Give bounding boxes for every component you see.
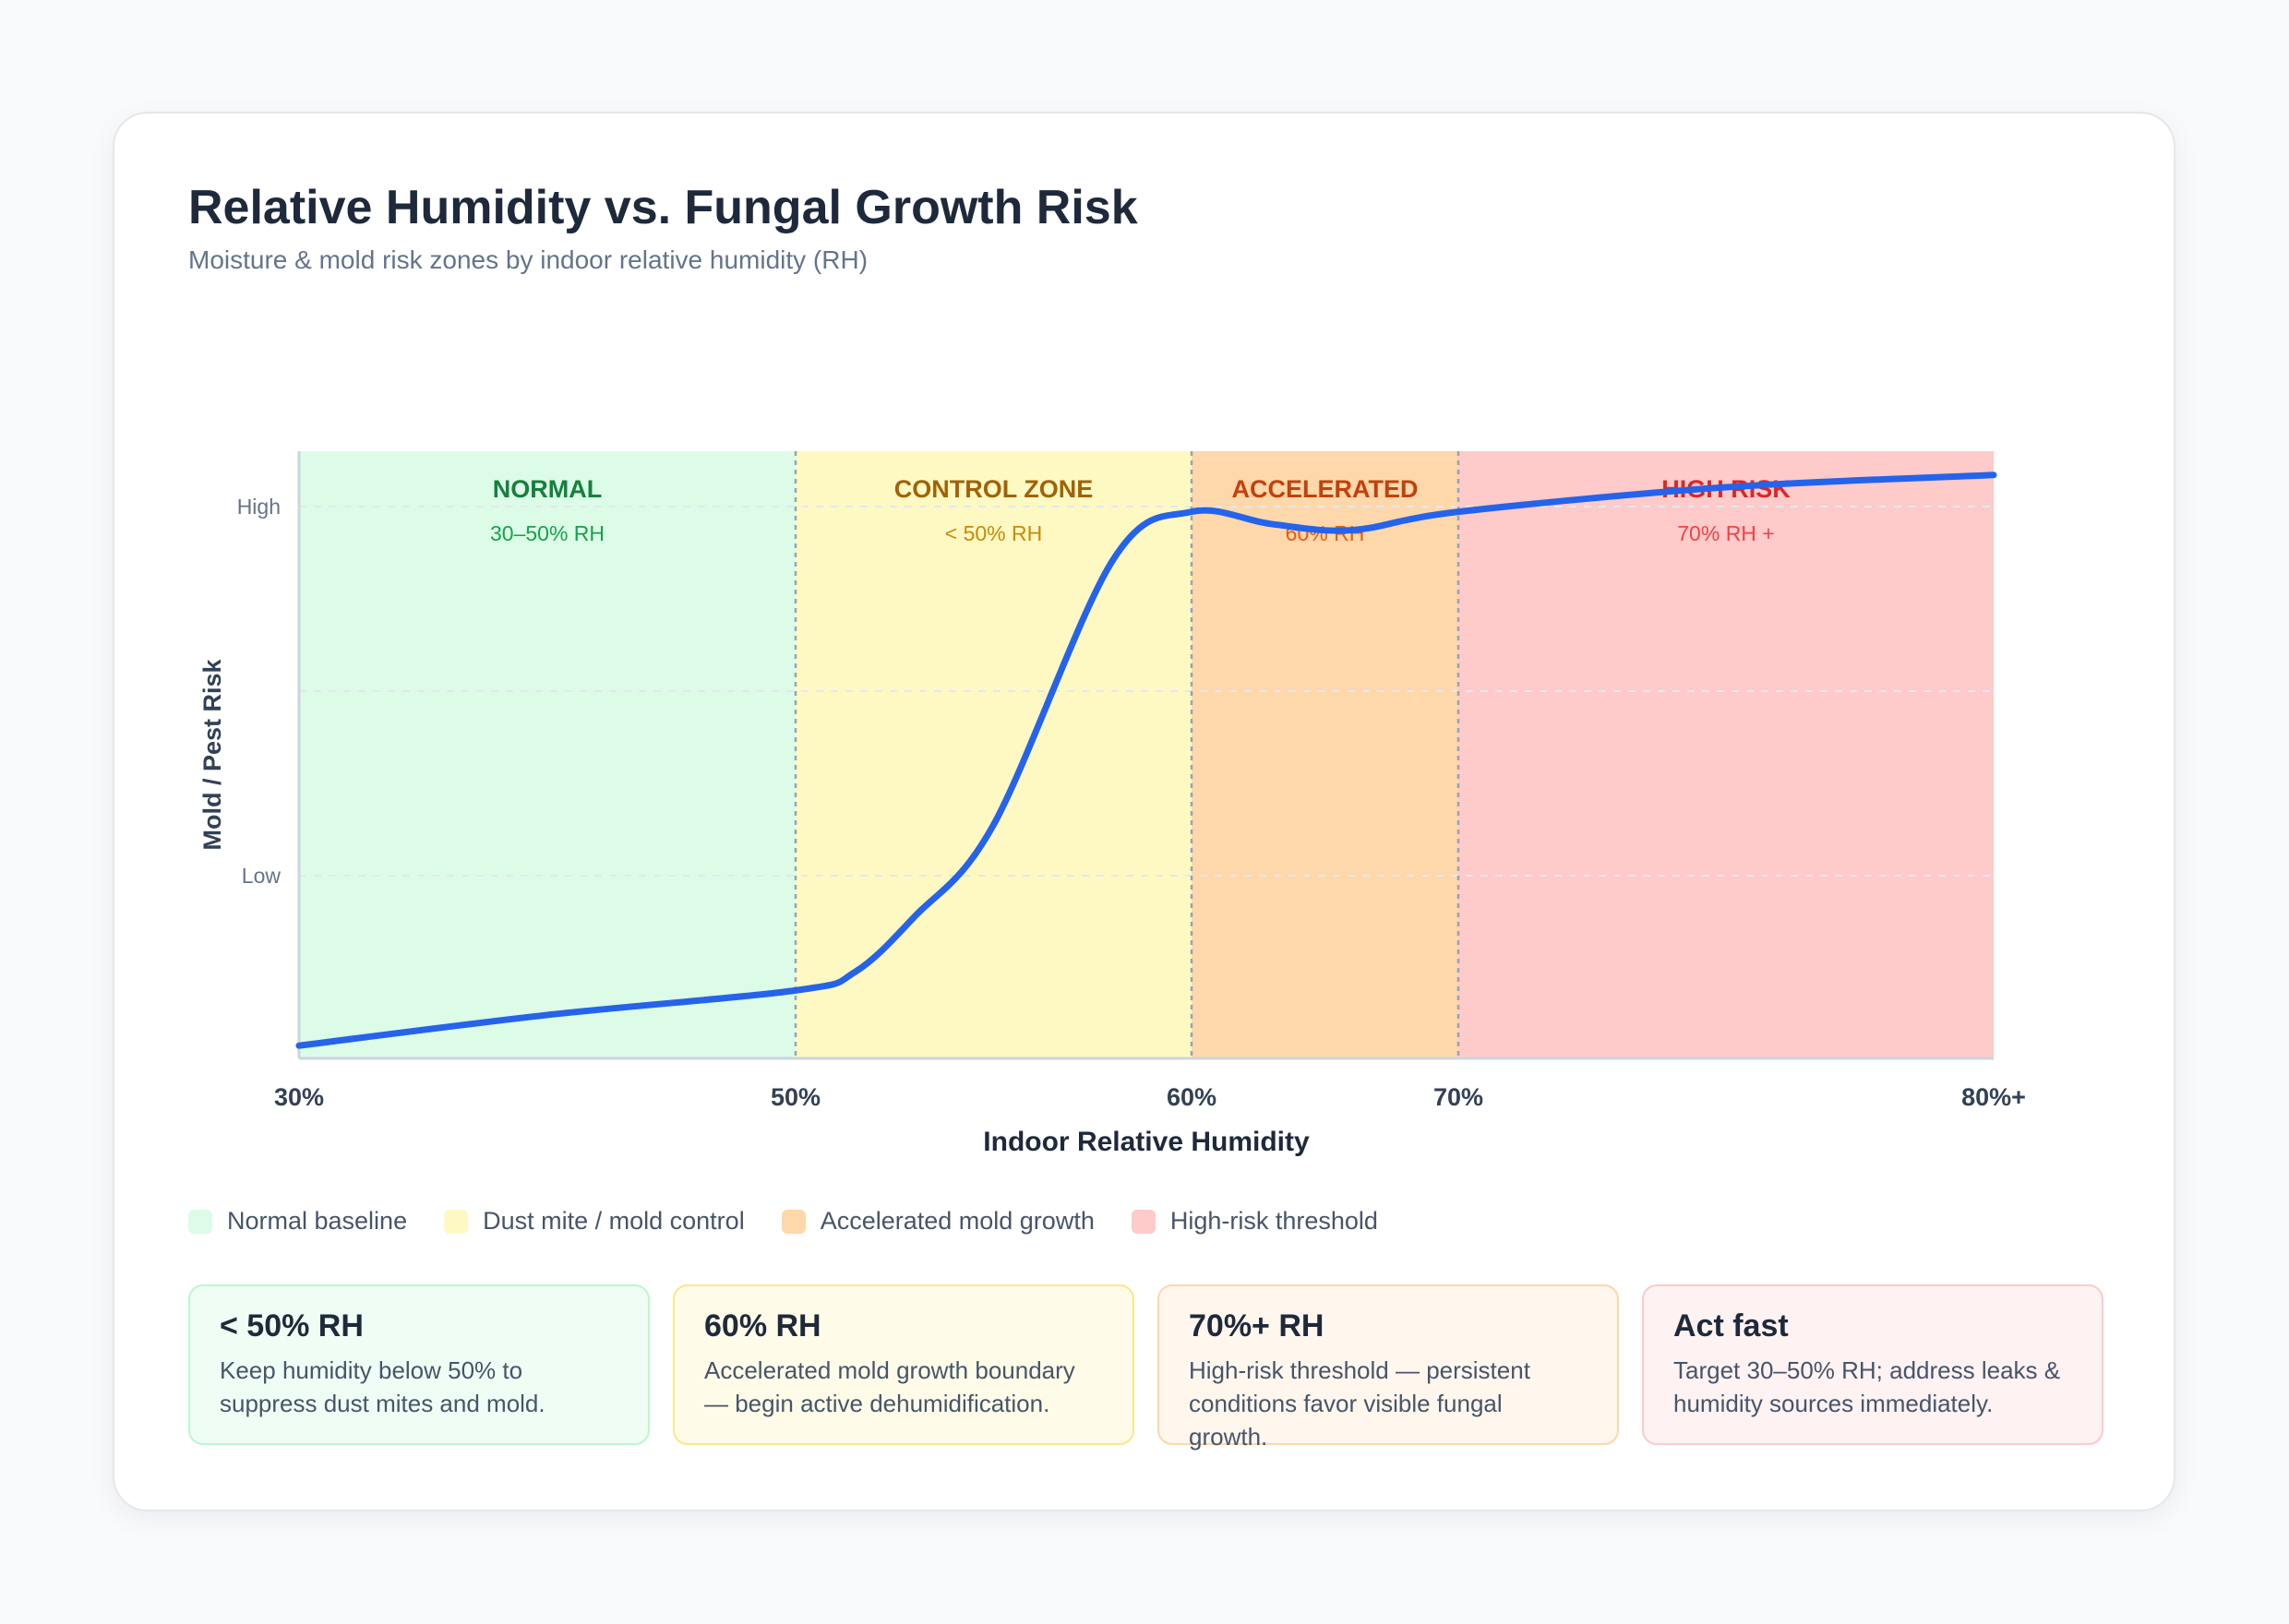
x-tick-label: 60% xyxy=(1167,1083,1216,1111)
info-card-title: < 50% RH xyxy=(220,1308,364,1343)
legend-item: High-risk threshold xyxy=(1131,1207,1378,1236)
x-tick-label: 30% xyxy=(274,1083,324,1111)
zone-2 xyxy=(796,451,1192,1058)
info-card-description: Keep humidity below 50% to suppress dust… xyxy=(220,1356,545,1417)
legend-item: Accelerated mold growth xyxy=(781,1207,1095,1236)
legend-swatch xyxy=(188,1209,212,1234)
info-card-title: Act fast xyxy=(1673,1308,1789,1343)
risk-curve-line xyxy=(295,472,1997,1049)
legend-swatch xyxy=(781,1209,806,1234)
info-card: 70%+ RH High-risk threshold — persistent … xyxy=(1157,1284,1619,1451)
zone-1 xyxy=(299,451,796,1058)
info-card-title: 70%+ RH xyxy=(1189,1308,1324,1343)
info-card-description: Target 30–50% RH; address leaks & humidi… xyxy=(1673,1356,2061,1417)
page-title: Relative Humidity vs. Fungal Growth Risk xyxy=(188,181,1138,234)
info-card-description: High-risk threshold — persistent conditi… xyxy=(1189,1356,1530,1451)
zone-label: NORMAL xyxy=(493,475,602,503)
legend-item: Dust mite / mold control xyxy=(444,1207,745,1236)
chart-card: Relative Humidity vs. Fungal Growth Risk… xyxy=(113,112,2175,1511)
info-card-title: 60% RH xyxy=(704,1308,821,1343)
chart-legend: Normal baseline Dust mite / mold control A… xyxy=(188,1207,1415,1236)
legend-label: Normal baseline xyxy=(227,1207,408,1235)
legend-item: Normal baseline xyxy=(188,1207,407,1236)
y-axis-title: Mold / Pest Risk xyxy=(198,658,226,850)
zone-range-label: 70% RH + xyxy=(1677,521,1774,545)
zone-label: ACCELERATED xyxy=(1232,475,1419,503)
info-card: 60% RH Accelerated mold growth boundary —… xyxy=(673,1284,1134,1445)
zone-range-label: < 50% RH xyxy=(945,521,1042,545)
y-tick-label: Low xyxy=(242,864,282,888)
zone-4 xyxy=(1458,451,1994,1058)
legend-swatch xyxy=(1131,1209,1156,1234)
zone-label: CONTROL ZONE xyxy=(894,475,1094,503)
legend-label: High-risk threshold xyxy=(1169,1207,1378,1235)
info-card-description: Accelerated mold growth boundary — begin… xyxy=(704,1356,1075,1417)
x-tick-label: 80%+ xyxy=(1961,1083,2026,1111)
page-subtitle: Moisture & mold risk zones by indoor rel… xyxy=(188,245,869,274)
x-tick-label: 70% xyxy=(1433,1083,1483,1111)
zone-3 xyxy=(1192,451,1458,1058)
legend-label: Dust mite / mold control xyxy=(483,1207,745,1235)
x-tick-label: 50% xyxy=(771,1083,821,1111)
zone-range-label: 30–50% RH xyxy=(490,521,605,545)
info-card: < 50% RH Keep humidity below 50% to suppr… xyxy=(188,1284,650,1445)
x-axis-title: Indoor Relative Humidity xyxy=(983,1127,1310,1157)
y-tick-label: High xyxy=(237,495,281,519)
humidity-risk-chart: NORMAL 30–50% RH CONTROL ZONE < 50% RH ACCEL… xyxy=(198,451,2026,1157)
legend-swatch xyxy=(444,1209,469,1234)
legend-label: Accelerated mold growth xyxy=(820,1207,1095,1235)
info-card: Act fast Target 30–50% RH; address leaks … xyxy=(1642,1284,2103,1445)
